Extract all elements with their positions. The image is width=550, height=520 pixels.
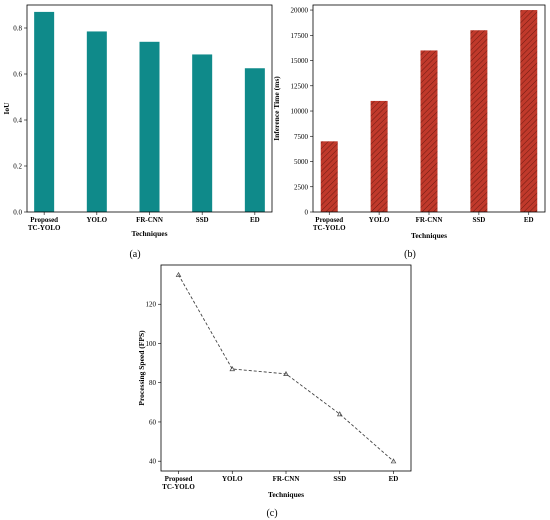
x-tick-label: SSD — [333, 475, 346, 483]
x-tick-label: YOLO — [222, 475, 243, 483]
y-tick-label: 10000 — [291, 108, 309, 116]
x-tick-label: SSD — [472, 216, 485, 224]
x-tick-label: SSD — [196, 216, 209, 224]
y-tick-label: 7500 — [294, 133, 309, 141]
x-tick-label-line: SSD — [333, 475, 346, 483]
x-tick-label-line: TC-YOLO — [162, 483, 195, 491]
x-tick-label: Proposed TC-YOLO — [28, 216, 61, 232]
x-tick-label-line: ED — [250, 216, 260, 224]
x-tick-label-line: FR-CNN — [136, 216, 163, 224]
y-axis-label: Inference Time (ms) — [272, 76, 281, 141]
bar-5 — [520, 10, 538, 212]
y-tick-label: 5000 — [294, 158, 309, 166]
y-tick-label: 40 — [149, 458, 157, 466]
x-tick-label-line: Proposed — [165, 475, 193, 483]
bar-2 — [370, 100, 388, 212]
series-line — [178, 274, 394, 462]
x-tick-label-line: ED — [524, 216, 534, 224]
y-tick-label: 0.4 — [13, 117, 22, 125]
bar-1 — [320, 141, 338, 212]
x-tick-label: ED — [524, 216, 534, 224]
y-tick-label: 0.2 — [13, 163, 22, 171]
point-3 — [283, 370, 289, 376]
x-tick-label-line: SSD — [196, 216, 209, 224]
x-tick-label-line: Proposed — [315, 216, 343, 224]
y-axis-label: Processing Speed (FPS) — [137, 330, 146, 406]
x-tick-label-line: TC-YOLO — [28, 224, 61, 232]
y-tick-label: 0 — [305, 209, 309, 217]
x-tick-label-line: YOLO — [87, 216, 108, 224]
y-tick-label: 80 — [149, 379, 157, 387]
x-tick-label: YOLO — [87, 216, 108, 224]
y-axis-label: IoU — [2, 102, 11, 115]
y-tick-label: 100 — [146, 340, 157, 348]
y-tick-label: 15000 — [291, 57, 309, 65]
x-tick-label: ED — [389, 475, 399, 483]
x-tick-label: FR-CNN — [136, 216, 163, 224]
point-2 — [229, 366, 236, 372]
x-tick-label-line: YOLO — [369, 216, 390, 224]
bar-4 — [470, 30, 488, 213]
x-tick-label-line: SSD — [472, 216, 485, 224]
x-tick-label-line: TC-YOLO — [313, 224, 346, 232]
point-4 — [336, 411, 343, 417]
y-tick-label: 2500 — [294, 183, 309, 191]
x-tick-label-line: YOLO — [222, 475, 243, 483]
x-tick-label-line: FR-CNN — [273, 475, 300, 483]
axes-frame — [160, 264, 412, 472]
y-tick-label: 0.8 — [13, 25, 22, 33]
x-tick-label: YOLO — [369, 216, 390, 224]
x-tick-label-line: FR-CNN — [416, 216, 443, 224]
y-tick-label: 12500 — [291, 82, 309, 90]
x-axis-label: Techniques — [411, 231, 447, 240]
x-tick-label: Proposed TC-YOLO — [313, 216, 346, 232]
point-5 — [390, 458, 397, 464]
panel-label: (b) — [404, 249, 416, 260]
bar-1 — [34, 11, 55, 213]
bar-3 — [420, 50, 438, 212]
bar-2 — [86, 31, 107, 213]
panel-label: (c) — [266, 508, 277, 519]
y-tick-label: 120 — [146, 301, 157, 309]
bar-3 — [139, 41, 160, 212]
y-tick-label: 0.0 — [13, 209, 22, 217]
y-tick-label: 0.6 — [13, 71, 22, 79]
chart-panel-b: 0 2500 5000 7500 10000 12500 15000 17500 20000 Pr… — [272, 4, 546, 260]
point-1 — [175, 271, 182, 277]
panel-label: (a) — [129, 249, 140, 260]
x-tick-label: ED — [250, 216, 260, 224]
x-tick-label: FR-CNN — [416, 216, 443, 224]
x-tick-label-line: Proposed — [30, 216, 58, 224]
y-tick-label: 60 — [149, 418, 157, 426]
chart-panel-c: 40 60 80 100 120 Proposed TC-YOLO YOLO FR-CNN SSD… — [137, 264, 412, 519]
y-tick-label: 17500 — [291, 32, 309, 40]
bar-5 — [244, 68, 265, 212]
x-axis-label: Techniques — [268, 490, 304, 499]
x-tick-label: Proposed TC-YOLO — [162, 475, 195, 491]
x-tick-label: FR-CNN — [273, 475, 300, 483]
x-tick-label-line: ED — [389, 475, 399, 483]
bar-4 — [192, 54, 213, 213]
x-axis-label: Techniques — [132, 229, 168, 238]
y-tick-label: 20000 — [291, 7, 309, 15]
chart-panel-a: 0.0 0.2 0.4 0.6 0.8 Proposed TC-YOLO YOLO FR-CNN… — [2, 4, 273, 260]
